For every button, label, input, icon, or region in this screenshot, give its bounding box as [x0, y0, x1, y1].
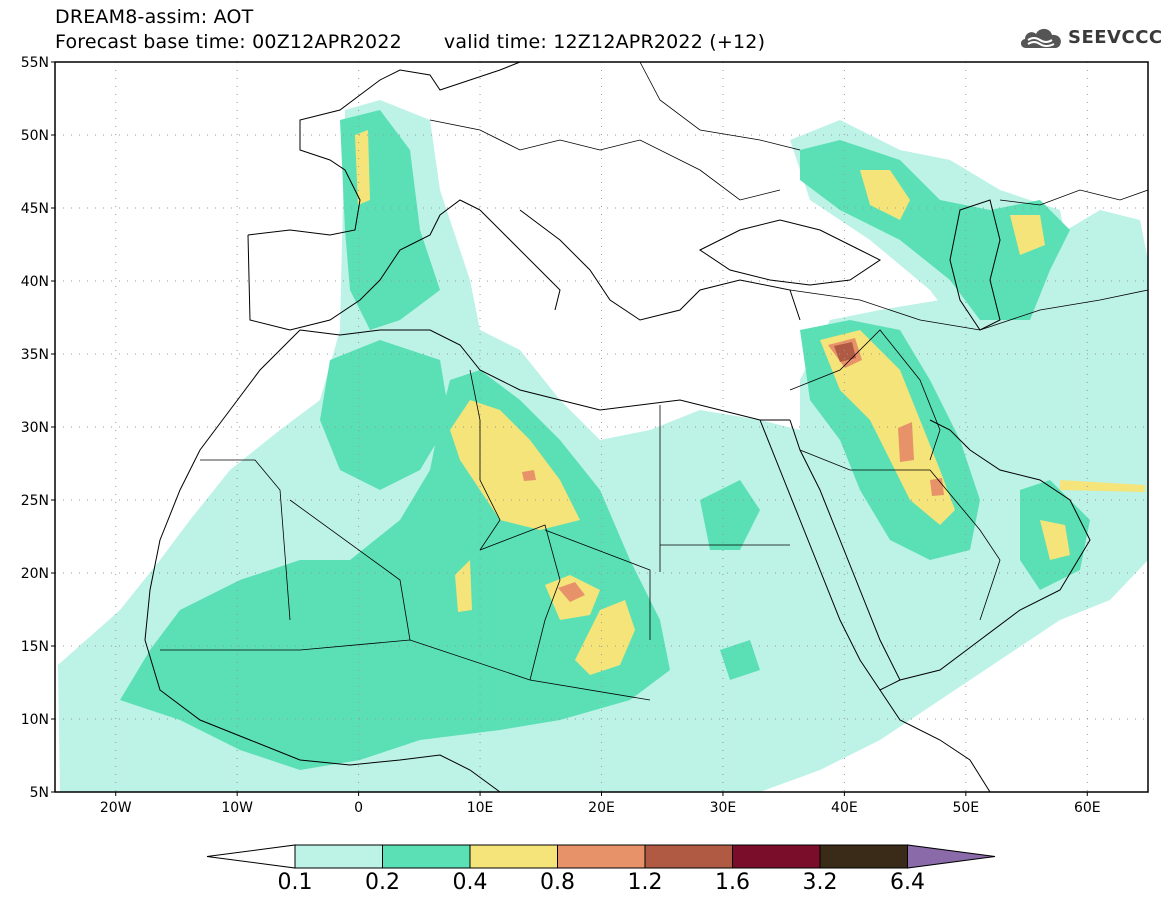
border-chad-sudan	[544, 529, 651, 640]
coastlines	[144, 61, 1091, 793]
lat-tick-label: 25N	[21, 493, 49, 509]
cloud-logo-icon	[1020, 28, 1061, 48]
border-mauritania-mali	[200, 459, 291, 621]
lon-tick-label: 20W	[100, 800, 132, 816]
lon-tick-label: 60E	[1074, 800, 1101, 816]
border-niger-chad	[479, 524, 561, 681]
colorbar-segment	[557, 844, 646, 869]
valid-time-label: valid time: 12Z12APR2022 (+12)	[443, 31, 766, 53]
coastline-iberia	[247, 199, 481, 331]
aot-contour-fills	[58, 100, 1148, 792]
base-time-label: Forecast base time: 00Z12APR2022	[55, 31, 402, 53]
colorbar-label: 1.2	[627, 870, 663, 895]
colorbar-over-triangle	[907, 844, 996, 869]
coastline-europe	[247, 61, 521, 236]
colorbar-label: 6.4	[890, 870, 925, 895]
border-central-europe	[429, 119, 781, 201]
border-algeria-libya	[469, 369, 501, 551]
colorbar-segment	[732, 844, 821, 869]
aot-level-0.4-area-uzbek	[1010, 215, 1045, 255]
aot-level-0.8-area-chad	[558, 582, 585, 602]
colorbar-label: 0.1	[277, 870, 313, 895]
lat-tick-label: 15N	[21, 639, 49, 655]
map-subtitle: Forecast base time: 00Z12APR2022 valid ti…	[55, 31, 765, 53]
aot-level-0.2-area-ethiopia	[720, 640, 760, 680]
coastline-arabia	[899, 419, 1091, 681]
colorbar-label: 1.6	[715, 870, 750, 895]
aot-level-0.4-area-gulf	[1060, 480, 1145, 492]
border-iraq	[789, 329, 941, 461]
lat-tick-label: 30N	[21, 420, 49, 436]
coastline-balkans	[519, 209, 801, 321]
border-saudi	[799, 449, 1001, 621]
colorbar-under-triangle	[206, 844, 296, 869]
colorbar-segment	[294, 844, 383, 869]
lat-tick-label: 35N	[21, 347, 49, 363]
latitude-labels: 55N 50N 45N 40N 35N 30N 25N 20N 15N 10N 5N	[21, 55, 55, 801]
colorbar-segment	[382, 844, 471, 869]
map-title: DREAM8-assim: AOT	[55, 6, 254, 28]
lat-tick-label: 5N	[30, 785, 49, 801]
border-russia	[639, 61, 801, 151]
aot-level-0.4-area-spain	[355, 130, 370, 205]
lon-tick-label: 10E	[467, 800, 494, 816]
lat-tick-label: 50N	[21, 128, 49, 144]
lat-tick-label: 55N	[21, 55, 49, 71]
aot-level-0.8-area-kuwait	[930, 478, 944, 496]
coastline-east-africa	[879, 689, 991, 793]
colorbar-segment	[819, 844, 908, 869]
border-sahel	[160, 639, 651, 701]
lon-tick-label: 20E	[588, 800, 615, 816]
lat-tick-label: 45N	[21, 201, 49, 217]
colorbar-label: 0.2	[365, 870, 400, 895]
lon-tick-label: 0	[354, 800, 363, 816]
lon-tick-label: 50E	[952, 800, 979, 816]
coastline-west-africa	[144, 329, 501, 793]
colorbar-label: 3.2	[802, 870, 838, 895]
coastline-italy	[479, 209, 561, 311]
seevccc-logo: SEEVCCC	[1018, 24, 1162, 54]
border-turkey	[789, 289, 921, 321]
aot-level-0.4-area-sudan	[575, 600, 635, 675]
lon-tick-label: 30E	[710, 800, 737, 816]
colorbar-segment	[644, 844, 733, 869]
coastline-caspian	[949, 199, 1001, 331]
colorbar-label: 0.4	[452, 870, 488, 895]
aot-level-0.8-area-iraq	[898, 422, 914, 462]
aot-level-0.8-area-libya	[522, 470, 536, 481]
border-iran	[919, 289, 1149, 331]
lat-tick-label: 40N	[21, 274, 49, 290]
lon-tick-label: 10W	[221, 800, 253, 816]
colorbar-segment	[469, 844, 558, 869]
aot-level-0.4-area-mali	[455, 560, 472, 612]
coastline-north-africa	[299, 329, 790, 421]
coastline-red-sea	[759, 419, 901, 691]
aot-level-0.4-area-caspian	[860, 170, 910, 220]
aot-level-0.4-area-libya	[450, 400, 580, 530]
logo-text: SEEVCCC	[1068, 27, 1163, 48]
lat-tick-label: 10N	[21, 712, 49, 728]
colorbar-label: 0.8	[540, 870, 575, 895]
colorbar	[206, 844, 996, 869]
coastline-black-sea	[699, 219, 881, 286]
border-kazakh	[999, 189, 1149, 206]
aot-level-0.2-area-egypt	[700, 480, 760, 550]
lat-tick-label: 20N	[21, 566, 49, 582]
lon-tick-label: 40E	[831, 800, 858, 816]
aot-level-0.4-area-oman	[1040, 520, 1070, 560]
longitude-labels: 20W 10W 0 10E 20E 30E 40E 50E 60E	[100, 792, 1101, 816]
map-grid	[55, 62, 1148, 792]
border-mali-niger	[289, 499, 411, 641]
aot-level-0.2-area-sahara-west	[320, 340, 450, 490]
aot-level-1.2-area-iraq	[834, 342, 856, 362]
country-borders	[160, 61, 1149, 701]
